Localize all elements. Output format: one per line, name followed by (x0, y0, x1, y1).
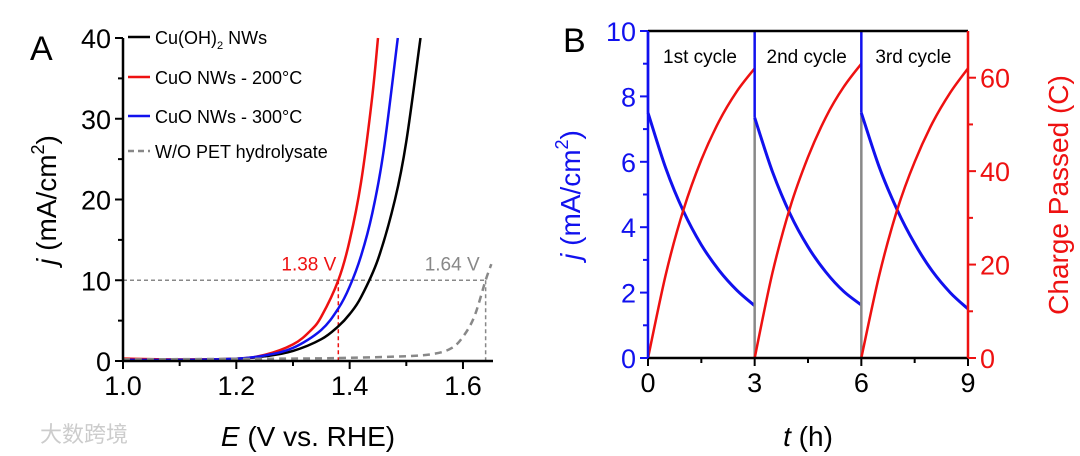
charge-passed-line-cycle-1 (646, 67, 756, 359)
x-tick-label: 9 (960, 368, 975, 398)
y-tick-label-right: 60 (980, 64, 1010, 94)
current-density-line-cycle-1 (646, 112, 756, 307)
annotation-1-64v: 1.64 V (425, 254, 480, 275)
watermark: 大数跨境 (40, 422, 128, 447)
cycle-label-1: 1st cycle (663, 47, 737, 68)
panel-a: A 1.0 1.2 1.4 1.6 0 10 20 30 40 1.38 V 1.64 V Cu… (28, 24, 493, 452)
y-tick-label: 10 (81, 266, 111, 296)
x-tick-label: 1.2 (218, 371, 256, 401)
legend: Cu(OH)2 NWs CuO NWs - 200°C CuO NWs - 30… (128, 28, 328, 162)
legend-label-cuoh2: Cu(OH)2 NWs (155, 28, 267, 52)
panel-label-b: B (563, 22, 586, 60)
x-axis-title-a: E (V vs. RHE) (221, 421, 395, 452)
series-line-3 (122, 263, 493, 361)
legend-label-cuo-300: CuO NWs - 300°C (155, 107, 302, 127)
charge-passed-line-cycle-2 (753, 62, 863, 359)
y-tick-label-left: 10 (606, 17, 636, 47)
y-tick-label-left: 0 (621, 344, 636, 374)
legend-label-wo-pet: W/O PET hydrolysate (155, 142, 328, 162)
current-density-line-cycle-3 (859, 112, 970, 311)
x-tick-label: 6 (854, 368, 869, 398)
y-tick-label: 30 (81, 105, 111, 135)
x-tick-label: 1.6 (444, 371, 482, 401)
cycle-label-3: 3rd cycle (875, 47, 951, 68)
x-axis-title-b: t (h) (783, 421, 833, 452)
legend-label-cuo-200: CuO NWs - 200°C (155, 68, 302, 88)
x-tick-label: 1.0 (104, 371, 142, 401)
y-axis-title-b-left: j (mA/cm2) (552, 130, 586, 264)
y-tick-label: 40 (81, 24, 111, 54)
current-density-line-cycle-2 (753, 117, 863, 307)
charge-passed-line-cycle-3 (860, 67, 969, 359)
x-tick-label: 3 (747, 368, 762, 398)
y-tick-label-right: 20 (980, 251, 1010, 281)
y-tick-label: 20 (81, 186, 111, 216)
y-tick-label: 0 (96, 347, 111, 377)
y-tick-label-right: 40 (980, 157, 1010, 187)
y-tick-label-left: 4 (621, 213, 636, 243)
y-tick-label-right: 0 (980, 344, 995, 374)
annotation-1-38v: 1.38 V (281, 254, 336, 275)
y-tick-label-left: 2 (621, 279, 636, 309)
x-tick-label: 1.4 (331, 371, 369, 401)
y-axis-title-a: j (mA/cm2) (28, 135, 62, 269)
panel-label-a: A (30, 30, 53, 68)
y-tick-label-left: 8 (621, 82, 636, 112)
x-tick-label: 0 (640, 368, 655, 398)
y-tick-label-left: 6 (621, 148, 636, 178)
cycle-label-2: 2nd cycle (767, 47, 847, 68)
y-axis-title-b-right: Charge Passed (C) (1043, 75, 1074, 315)
